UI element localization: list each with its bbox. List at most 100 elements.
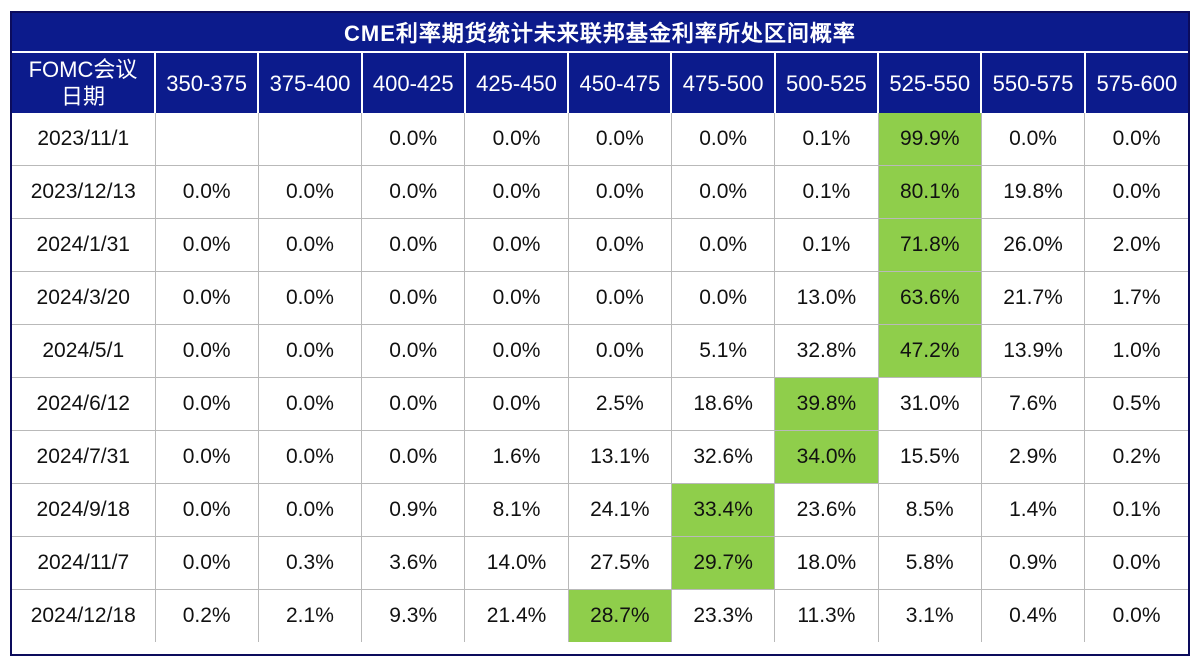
probability-cell: 0.0%	[154, 430, 259, 484]
probability-cell: 19.8%	[980, 165, 1086, 219]
probability-cell: 0.1%	[774, 218, 879, 272]
probability-cell: 14.0%	[464, 536, 569, 590]
table-row: 2024/6/12 0.0% 0.0% 0.0% 0.0% 2.5% 18.6% 39.8% 3…	[12, 377, 1188, 431]
probability-cell: 15.5%	[877, 430, 982, 484]
probability-cell: 0.9%	[980, 536, 1086, 590]
probability-cell: 21.4%	[464, 589, 569, 642]
probability-cell: 0.0%	[567, 165, 672, 219]
probability-cell-max: 33.4%	[670, 483, 776, 537]
table-row: 2024/1/31 0.0% 0.0% 0.0% 0.0% 0.0% 0.0% 0.1% 71.…	[12, 218, 1188, 272]
probability-cell: 0.0%	[361, 218, 466, 272]
column-header: 525-550	[878, 53, 983, 113]
probability-cell: 13.9%	[980, 324, 1086, 378]
column-header: 500-525	[774, 53, 880, 113]
probability-cell: 0.0%	[257, 271, 363, 325]
probability-cell-max: 47.2%	[877, 324, 982, 378]
probability-cell: 8.1%	[464, 483, 569, 537]
probability-cell: 0.0%	[464, 377, 569, 431]
probability-cell: 0.4%	[980, 589, 1086, 642]
probability-cell: 0.0%	[1084, 536, 1188, 590]
probability-cell: 0.0%	[257, 324, 363, 378]
probability-cell: 5.1%	[670, 324, 776, 378]
probability-cell: 2.9%	[980, 430, 1086, 484]
fomc-date-cell: 2024/9/18	[12, 483, 156, 537]
probability-cell: 0.1%	[774, 113, 879, 166]
probability-cell: 0.0%	[567, 113, 672, 166]
probability-cell: 3.6%	[361, 536, 466, 590]
fomc-date-cell: 2023/12/13	[12, 165, 156, 219]
fomc-date-cell: 2023/11/1	[12, 113, 156, 166]
probability-cell: 3.1%	[877, 589, 982, 642]
table-row: 2023/11/1 0.0% 0.0% 0.0% 0.0% 0.1% 99.9% 0.0% 0.…	[12, 113, 1188, 166]
probability-cell: 26.0%	[980, 218, 1086, 272]
probability-cell: 27.5%	[567, 536, 672, 590]
fomc-date-cell: 2024/3/20	[12, 271, 156, 325]
probability-cell: 5.8%	[877, 536, 982, 590]
fomc-date-cell: 2024/5/1	[12, 324, 156, 378]
probability-cell: 0.0%	[257, 218, 363, 272]
probability-cell: 0.2%	[154, 589, 259, 642]
probability-cell: 0.0%	[670, 271, 776, 325]
probability-cell: 0.0%	[464, 271, 569, 325]
column-header: 475-500	[671, 53, 776, 113]
column-header: 350-375	[155, 53, 260, 113]
probability-table: FOMC会议 日期 350-375 375-400 400-425 425-450 450…	[12, 53, 1188, 642]
column-header: 575-600	[1084, 53, 1188, 113]
probability-cell: 0.3%	[257, 536, 363, 590]
probability-cell: 0.0%	[361, 113, 466, 166]
probability-cell: 0.0%	[257, 165, 363, 219]
header-row: FOMC会议 日期 350-375 375-400 400-425 425-450 450…	[12, 53, 1188, 113]
probability-cell: 0.0%	[1084, 589, 1188, 642]
table-row: 2023/12/13 0.0% 0.0% 0.0% 0.0% 0.0% 0.0% 0.1% 80…	[12, 165, 1188, 219]
probability-cell: 18.6%	[670, 377, 776, 431]
fomc-date-cell: 2024/11/7	[12, 536, 156, 590]
probability-cell: 0.0%	[464, 324, 569, 378]
probability-cell: 1.4%	[980, 483, 1086, 537]
probability-cell: 0.1%	[1084, 483, 1188, 537]
table-title: CME利率期货统计未来联邦基金利率所处区间概率	[12, 13, 1188, 53]
probability-cell: 0.0%	[361, 324, 466, 378]
probability-cell	[257, 113, 363, 166]
probability-cell: 1.6%	[464, 430, 569, 484]
probability-cell-max: 63.6%	[877, 271, 982, 325]
probability-cell-max: 39.8%	[774, 377, 879, 431]
probability-cell: 11.3%	[774, 589, 879, 642]
probability-cell	[154, 113, 259, 166]
probability-cell: 0.0%	[361, 377, 466, 431]
probability-cell: 0.5%	[1084, 377, 1188, 431]
probability-cell-max: 71.8%	[877, 218, 982, 272]
fomc-date-header: FOMC会议 日期	[12, 53, 156, 113]
probability-cell: 0.0%	[670, 218, 776, 272]
fomc-date-cell: 2024/1/31	[12, 218, 156, 272]
probability-cell: 0.0%	[1084, 113, 1188, 166]
column-header: 450-475	[568, 53, 673, 113]
probability-cell: 9.3%	[361, 589, 466, 642]
probability-cell: 24.1%	[567, 483, 672, 537]
column-header: 425-450	[464, 53, 570, 113]
probability-cell: 32.6%	[670, 430, 776, 484]
probability-cell: 0.9%	[361, 483, 466, 537]
probability-cell: 0.0%	[154, 536, 259, 590]
probability-cell: 0.0%	[154, 377, 259, 431]
table-row: 2024/7/31 0.0% 0.0% 0.0% 1.6% 13.1% 32.6% 34.0%…	[12, 430, 1188, 484]
probability-cell: 0.0%	[464, 218, 569, 272]
column-header: 375-400	[258, 53, 363, 113]
probability-cell-max: 28.7%	[567, 589, 672, 642]
probability-cell: 18.0%	[774, 536, 879, 590]
probability-cell: 2.5%	[567, 377, 672, 431]
probability-cell: 0.1%	[774, 165, 879, 219]
fomc-date-cell: 2024/6/12	[12, 377, 156, 431]
probability-cell: 0.0%	[154, 218, 259, 272]
probability-cell: 1.0%	[1084, 324, 1188, 378]
probability-cell: 0.0%	[154, 483, 259, 537]
probability-cell-max: 34.0%	[774, 430, 879, 484]
probability-cell: 0.0%	[567, 324, 672, 378]
probability-cell: 0.0%	[257, 377, 363, 431]
probability-cell: 23.6%	[774, 483, 879, 537]
probability-cell: 0.2%	[1084, 430, 1188, 484]
probability-cell: 0.0%	[361, 165, 466, 219]
probability-cell: 23.3%	[670, 589, 776, 642]
table-row: 2024/9/18 0.0% 0.0% 0.9% 8.1% 24.1% 33.4% 23.6%…	[12, 483, 1188, 537]
probability-cell: 0.0%	[1084, 165, 1188, 219]
table-row: 2024/11/7 0.0% 0.3% 3.6% 14.0% 27.5% 29.7% 18.0…	[12, 536, 1188, 590]
